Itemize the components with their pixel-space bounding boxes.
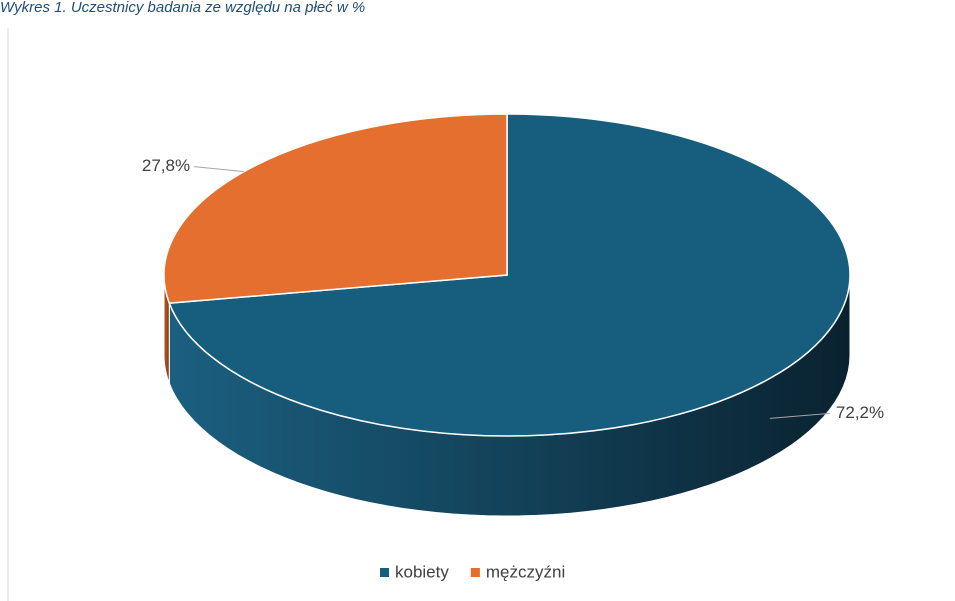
- data-label: 72,2%: [836, 403, 884, 422]
- slice: [168, 113, 851, 437]
- legend-label: mężczyźni: [486, 562, 565, 581]
- slice: [163, 113, 508, 304]
- data-label: 27,8%: [142, 156, 190, 175]
- legend-swatch: [380, 568, 389, 577]
- chart-title: Wykres 1. Uczestnicy badania ze względu …: [0, 0, 365, 16]
- leader-line: [194, 166, 245, 173]
- legend-label: kobiety: [395, 562, 449, 581]
- legend-swatch: [470, 568, 480, 577]
- leader-line: [769, 412, 830, 419]
